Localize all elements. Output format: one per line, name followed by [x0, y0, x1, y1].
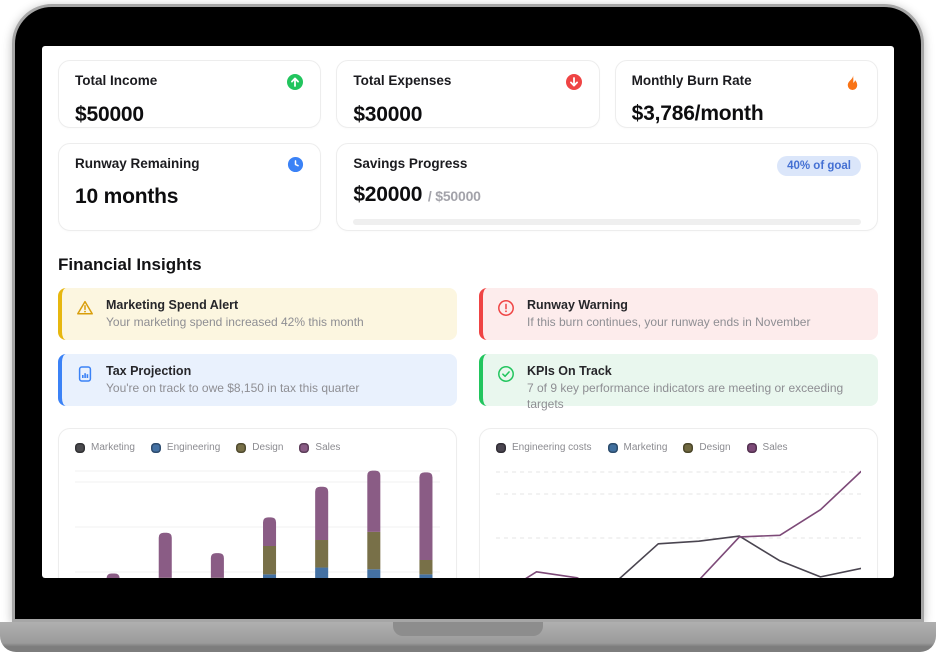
line-chart-legend: Engineering costs Marketing Design Sales — [496, 442, 861, 453]
savings-value: $20000 / $50000 — [353, 183, 481, 206]
legend-label: Sales — [762, 442, 788, 453]
legend-swatch — [150, 442, 161, 453]
laptop-bezel: Total Income $50000 Total Expenses — [12, 4, 924, 622]
page-title: Financial Insights — [58, 255, 202, 274]
laptop-lid-notch — [393, 622, 543, 636]
burn-rate-label: Monthly Burn Rate — [631, 73, 752, 88]
goal-percentage-badge: 40% of goal — [777, 156, 861, 176]
alert-title: Marketing Spend Alert — [106, 298, 239, 312]
charts-row: Marketing Engineering Design Sales Engineer… — [58, 428, 878, 578]
legend-swatch — [496, 442, 506, 453]
legend-swatch — [607, 442, 618, 453]
legend-item[interactable]: Marketing — [607, 442, 668, 453]
legend-swatch — [683, 442, 694, 453]
legend-label: Engineering costs — [512, 442, 592, 453]
alert-title: Runway Warning — [527, 298, 628, 312]
legend-label: Marketing — [91, 442, 135, 453]
expenses-bar-chart-card: Marketing Engineering Design Sales — [58, 428, 457, 578]
document-chart-icon — [76, 365, 94, 388]
legend-item[interactable]: Design — [683, 442, 731, 453]
stat-row-1: Total Income $50000 Total Expenses — [58, 60, 878, 128]
runway-card: Runway Remaining 10 months — [58, 143, 322, 231]
legend-item[interactable]: Engineering costs — [496, 442, 592, 453]
costs-line-chart-card: Engineering costs Marketing Design Sales — [479, 428, 878, 578]
alert-title: KPIs On Track — [527, 364, 612, 378]
bar-chart-legend: Marketing Engineering Design Sales — [75, 442, 440, 453]
legend-swatch — [75, 442, 85, 453]
legend-label: Engineering — [166, 442, 221, 453]
savings-target: / $50000 — [427, 188, 481, 204]
total-income-value: $50000 — [75, 103, 144, 126]
alert-description: 7 of 9 key performance indicators are me… — [527, 381, 844, 411]
legend-label: Design — [252, 442, 284, 453]
burn-rate-card: Monthly Burn Rate $3,786/month — [614, 60, 878, 128]
runway-value: 10 months — [75, 185, 179, 208]
flame-icon — [844, 73, 861, 95]
clock-icon — [287, 156, 304, 178]
legend-item[interactable]: Marketing — [75, 442, 135, 453]
legend-item[interactable]: Sales — [299, 442, 340, 453]
alert-description: You're on track to owe $8,150 in tax thi… — [106, 381, 360, 395]
alert-description: If this burn continues, your runway ends… — [527, 315, 811, 329]
legend-label: Marketing — [623, 442, 668, 453]
alert-title: Tax Projection — [106, 364, 192, 378]
savings-card: Savings Progress 40% of goal $20000 / $5… — [336, 143, 878, 231]
alert-tax-projection: Tax Projection You're on track to owe $8… — [58, 354, 457, 406]
check-circle-icon — [497, 365, 515, 388]
stacked-bar-chart — [75, 470, 440, 578]
income-up-arrow-icon — [286, 73, 304, 96]
alert-kpis-on-track: KPIs On Track 7 of 9 key performance ind… — [479, 354, 878, 411]
legend-label: Sales — [315, 442, 341, 453]
total-expenses-value: $30000 — [353, 103, 423, 126]
savings-label: Savings Progress — [353, 156, 468, 171]
total-expenses-card: Total Expenses $30000 — [336, 60, 600, 128]
alert-runway-warning: Runway Warning If this burn continues, y… — [479, 288, 878, 340]
stat-row-2: Runway Remaining 10 months Savings Progr… — [58, 143, 878, 231]
legend-item[interactable]: Sales — [746, 442, 788, 453]
total-income-card: Total Income $50000 — [58, 60, 322, 128]
legend-swatch — [236, 442, 247, 453]
alert-marketing-spend: Marketing Spend Alert Your marketing spe… — [58, 288, 457, 340]
alert-description: Your marketing spend increased 42% this … — [106, 315, 364, 329]
runway-label: Runway Remaining — [75, 156, 200, 171]
legend-label: Design — [699, 442, 731, 453]
burn-rate-value: $3,786/month — [631, 102, 764, 125]
legend-item[interactable]: Engineering — [150, 442, 221, 453]
total-income-label: Total Income — [75, 73, 158, 88]
legend-swatch — [746, 442, 757, 453]
expenses-down-arrow-icon — [565, 73, 583, 96]
total-expenses-label: Total Expenses — [353, 73, 452, 88]
legend-swatch — [299, 442, 310, 453]
warning-triangle-icon — [76, 299, 94, 322]
legend-item[interactable]: Design — [236, 442, 283, 453]
line-chart — [496, 470, 861, 578]
exclamation-circle-icon — [497, 299, 515, 322]
savings-progress-bar — [353, 219, 861, 225]
insights-grid: Marketing Spend Alert Your marketing spe… — [58, 288, 878, 411]
dashboard-screen: Total Income $50000 Total Expenses — [42, 46, 894, 578]
